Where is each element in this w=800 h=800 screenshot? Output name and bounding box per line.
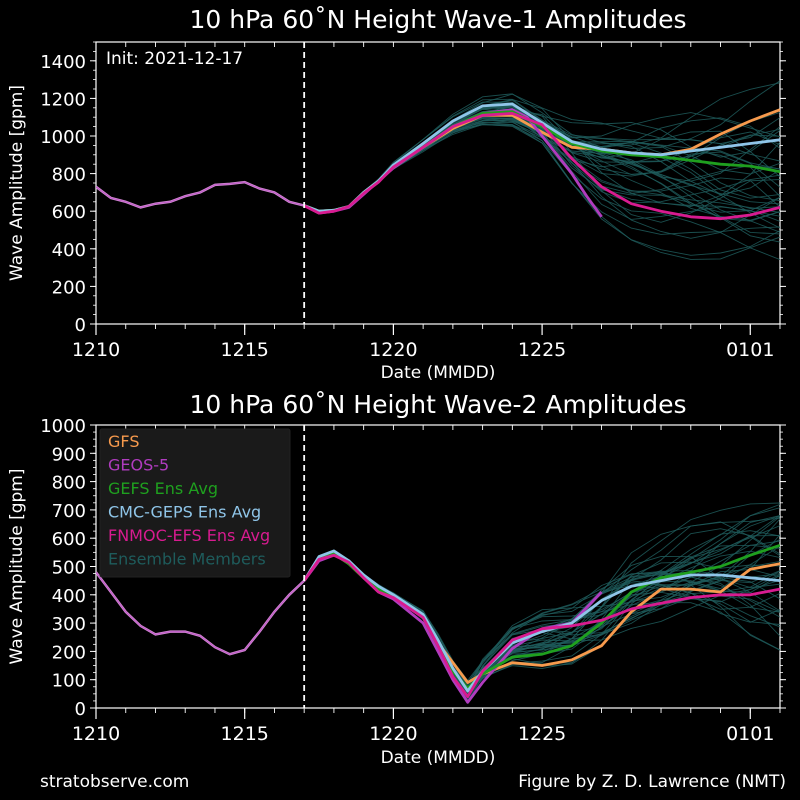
plot-frame <box>95 41 781 325</box>
y-tick-label: 700 <box>52 501 86 522</box>
ensemble-member-line <box>303 502 780 686</box>
ensemble-member-line <box>304 80 780 212</box>
observed-line-core <box>96 181 305 209</box>
x-axis-label: Date (MMDD) <box>381 748 496 768</box>
x-tick-label: 1215 <box>221 723 269 745</box>
chart-title: 10 hPa 60˚N Height Wave-1 Amplitudes <box>190 5 687 34</box>
footer-site: stratobserve.com <box>40 772 190 792</box>
ensemble-member-line <box>303 540 780 695</box>
legend-box <box>99 428 291 578</box>
legend-entry: CMC-GEPS Ens Avg <box>108 503 261 522</box>
y-tick-label: 1000 <box>40 416 86 437</box>
x-tick-label: 1210 <box>72 723 120 745</box>
observed-line <box>96 180 305 209</box>
footer-credit: Figure by Z. D. Lawrence (NMT) <box>518 772 786 792</box>
chart-panel-2: 10 hPa 60˚N Height Wave-2 Amplitudes 0 100… <box>7 390 786 768</box>
x-tick-label: 1225 <box>518 723 566 745</box>
x-tick-label: 1210 <box>72 339 120 361</box>
ensemble-member-line <box>304 82 780 212</box>
y-tick-label: 0 <box>75 315 86 336</box>
legend-entry: FNMOC-EFS Ens Avg <box>108 526 270 545</box>
x-tick-label: 0101 <box>726 339 774 361</box>
ensemble-member-line <box>303 550 780 689</box>
y-tick-label: 500 <box>52 558 86 579</box>
chart-title: 10 hPa 60˚N Height Wave-2 Amplitudes <box>190 390 687 419</box>
init-label: Init: 2021-12-17 <box>106 49 243 69</box>
y-tick-label: 800 <box>52 165 86 186</box>
x-tick-label: 1220 <box>369 339 417 361</box>
y-axis-label: Wave Amplitude [gpm] <box>7 469 27 665</box>
y-tick-label: 600 <box>52 202 86 223</box>
x-tick-label: 1215 <box>221 339 269 361</box>
plot-area <box>96 80 780 261</box>
ensemble-member-line <box>303 517 780 688</box>
ensemble-members <box>303 80 780 261</box>
legend-entry: GFS <box>108 432 139 451</box>
ensemble-member-line <box>303 551 780 697</box>
chart-panel-1: 10 hPa 60˚N Height Wave-1 Amplitudes 0 200… <box>7 5 786 383</box>
y-tick-label: 1200 <box>40 89 86 110</box>
ensemble-member-line <box>303 503 780 685</box>
ensemble-member-line <box>303 534 780 692</box>
y-tick-label: 300 <box>52 614 86 635</box>
y-tick-label: 900 <box>52 444 86 465</box>
y-tick-label: 1400 <box>40 52 86 73</box>
y-tick-label: 200 <box>52 277 86 298</box>
observed-line-core <box>96 571 305 655</box>
y-tick-label: 400 <box>52 240 86 261</box>
ensemble-member-line <box>304 101 780 213</box>
y-tick-label: 200 <box>52 642 86 663</box>
y-tick-label: 100 <box>52 671 86 692</box>
ensemble-members <box>303 502 780 702</box>
ensemble-member-line <box>303 521 780 685</box>
y-axis-label: Wave Amplitude [gpm] <box>7 85 27 281</box>
x-tick-label: 0101 <box>726 723 774 745</box>
legend: GFS GEOS-5 GEFS Ens Avg CMC-GEPS Ens Avg FNM… <box>99 428 291 578</box>
series-line-cmc-geps-ens-avg <box>303 549 780 693</box>
x-axis-label: Date (MMDD) <box>381 363 496 383</box>
ensemble-member-line <box>303 518 780 688</box>
y-tick-label: 800 <box>52 473 86 494</box>
y-tick-label: 600 <box>52 529 86 550</box>
y-tick-label: 0 <box>75 699 86 720</box>
legend-entry: GEFS Ens Avg <box>108 479 218 498</box>
x-tick-label: 1220 <box>369 723 417 745</box>
legend-entry: Ensemble Members <box>108 550 266 569</box>
plot-area <box>96 502 780 704</box>
y-tick-label: 1000 <box>40 127 86 148</box>
series-line-fnmoc-efs-ens-avg <box>303 112 780 221</box>
x-tick-label: 1225 <box>518 339 566 361</box>
series-line-fnmoc-efs-ens-avg <box>303 553 780 699</box>
y-tick-label: 400 <box>52 586 86 607</box>
legend-entry: GEOS-5 <box>108 456 169 475</box>
